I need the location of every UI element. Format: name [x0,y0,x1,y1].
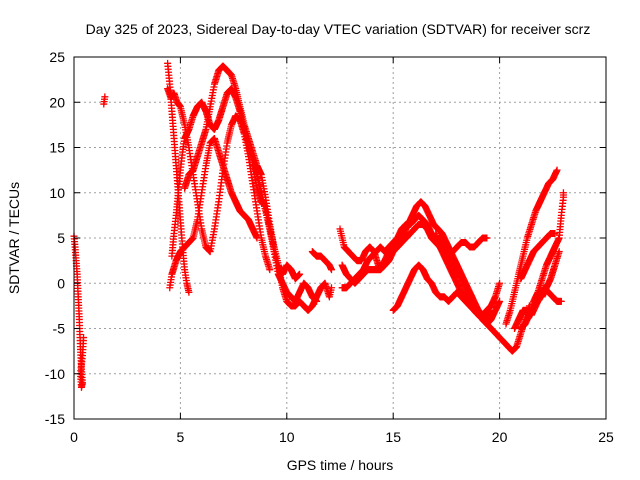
x-tick-label: 25 [598,429,614,445]
x-tick-label: 10 [279,429,295,445]
x-tick-label: 5 [177,429,185,445]
data-point [483,234,491,242]
y-axis-title: SDTVAR / TECUs [6,182,22,294]
data-point [266,266,274,274]
data-point [101,93,109,101]
data-point [551,229,559,237]
y-tick-label: 25 [49,49,65,65]
data-point [496,297,504,305]
y-tick-label: -15 [45,411,65,427]
y-tick-label: -5 [53,321,66,337]
x-tick-label: 15 [385,429,401,445]
y-tick-label: -10 [45,366,65,382]
data-point [555,248,563,256]
data-point [80,334,88,342]
data-points [70,59,567,391]
y-tick-label: 15 [49,140,65,156]
data-point [296,270,304,278]
y-tick-label: 10 [49,185,65,201]
data-point [253,234,261,242]
data-point [327,284,335,292]
y-tick-label: 0 [57,275,65,291]
x-tick-label: 20 [492,429,508,445]
data-point [553,166,561,174]
x-axis-title: GPS time / hours [287,457,394,473]
y-tick-label: 20 [49,94,65,110]
data-point [496,279,504,287]
x-tick-label: 0 [70,429,78,445]
chart-title: Day 325 of 2023, Sidereal Day-to-day VTE… [86,21,591,37]
data-point [559,189,567,197]
axes: 0 5 10 15 20 25 -15 -10 -5 0 5 10 15 20 25 [45,49,614,445]
data-point [557,297,565,305]
data-point [327,266,335,274]
y-tick-label: 5 [57,230,65,246]
data-point [185,288,193,296]
